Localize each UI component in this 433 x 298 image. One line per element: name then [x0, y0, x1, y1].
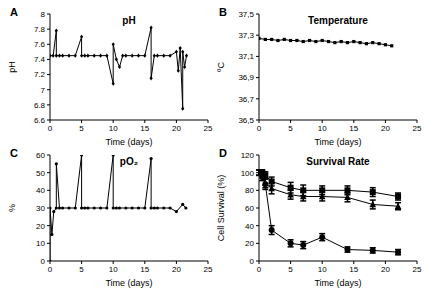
svg-text:15: 15 [140, 124, 149, 133]
svg-text:0: 0 [257, 265, 262, 274]
svg-text:7.2: 7.2 [34, 70, 46, 79]
svg-text:25: 25 [413, 265, 422, 274]
svg-text:40: 40 [36, 186, 45, 195]
svg-text:20: 20 [381, 265, 390, 274]
html-text:D: D [219, 147, 227, 159]
svg-text:37,3: 37,3 [238, 31, 254, 40]
svg-text:60: 60 [245, 204, 254, 213]
svg-text:8: 8 [41, 10, 46, 19]
svg-text:5: 5 [288, 265, 293, 274]
svg-text:20: 20 [36, 222, 45, 231]
svg-text:80: 80 [245, 186, 254, 195]
svg-text:0: 0 [250, 257, 255, 266]
svg-text:10: 10 [318, 124, 327, 133]
svg-text:5: 5 [288, 124, 293, 133]
svg-text:30: 30 [36, 204, 45, 213]
svg-text:Time (days): Time (days) [314, 278, 361, 288]
svg-text:0: 0 [48, 124, 53, 133]
svg-text:Cell Survival (%): Cell Survival (%) [217, 175, 226, 242]
svg-text:20: 20 [172, 265, 181, 274]
svg-text:10: 10 [36, 239, 45, 248]
html-text:A: A [10, 6, 18, 18]
svg-text:25: 25 [413, 124, 422, 133]
html-text:pH: pH [122, 15, 136, 26]
svg-text:50: 50 [36, 169, 45, 178]
html-text:pO₂: pO₂ [119, 156, 139, 167]
svg-text:37,5: 37,5 [238, 10, 254, 19]
svg-text:6.8: 6.8 [34, 101, 46, 110]
svg-text:5: 5 [79, 124, 84, 133]
svg-text:Time (days): Time (days) [105, 278, 152, 288]
svg-text:6.6: 6.6 [34, 116, 46, 125]
svg-text:5: 5 [79, 265, 84, 274]
svg-text:25: 25 [204, 124, 213, 133]
svg-text:Time (days): Time (days) [314, 137, 361, 147]
svg-text:15: 15 [349, 265, 358, 274]
svg-text:60: 60 [36, 151, 45, 160]
svg-text:10: 10 [318, 265, 327, 274]
svg-text:37,1: 37,1 [238, 52, 254, 61]
svg-text:10: 10 [109, 265, 118, 274]
svg-text:20: 20 [381, 124, 390, 133]
html-text:B: B [219, 6, 227, 18]
svg-text:ºC: ºC [217, 62, 226, 72]
svg-text:120: 120 [241, 151, 255, 160]
svg-text:0: 0 [257, 124, 262, 133]
svg-text:10: 10 [109, 124, 118, 133]
svg-text:20: 20 [245, 239, 254, 248]
svg-text:7: 7 [41, 86, 46, 95]
svg-text:40: 40 [245, 222, 254, 231]
svg-text:25: 25 [204, 265, 213, 274]
svg-text:Time (days): Time (days) [105, 137, 152, 147]
svg-text:36,7: 36,7 [238, 95, 254, 104]
svg-text:15: 15 [140, 265, 149, 274]
html-text:C: C [10, 147, 18, 159]
svg-text:36,9: 36,9 [238, 73, 254, 82]
svg-text:15: 15 [349, 124, 358, 133]
html-text:Survival Rate: Survival Rate [306, 156, 370, 167]
svg-text:0: 0 [41, 257, 46, 266]
html-text:Temperature: Temperature [308, 15, 368, 26]
svg-text:100: 100 [241, 169, 255, 178]
svg-text:7.4: 7.4 [34, 55, 46, 64]
svg-text:20: 20 [172, 124, 181, 133]
svg-text:7.8: 7.8 [34, 25, 46, 34]
svg-text:7.6: 7.6 [34, 40, 46, 49]
svg-text:0: 0 [48, 265, 53, 274]
svg-text:36,5: 36,5 [238, 116, 254, 125]
svg-text:%: % [8, 204, 17, 212]
svg-text:pH: pH [8, 61, 17, 73]
